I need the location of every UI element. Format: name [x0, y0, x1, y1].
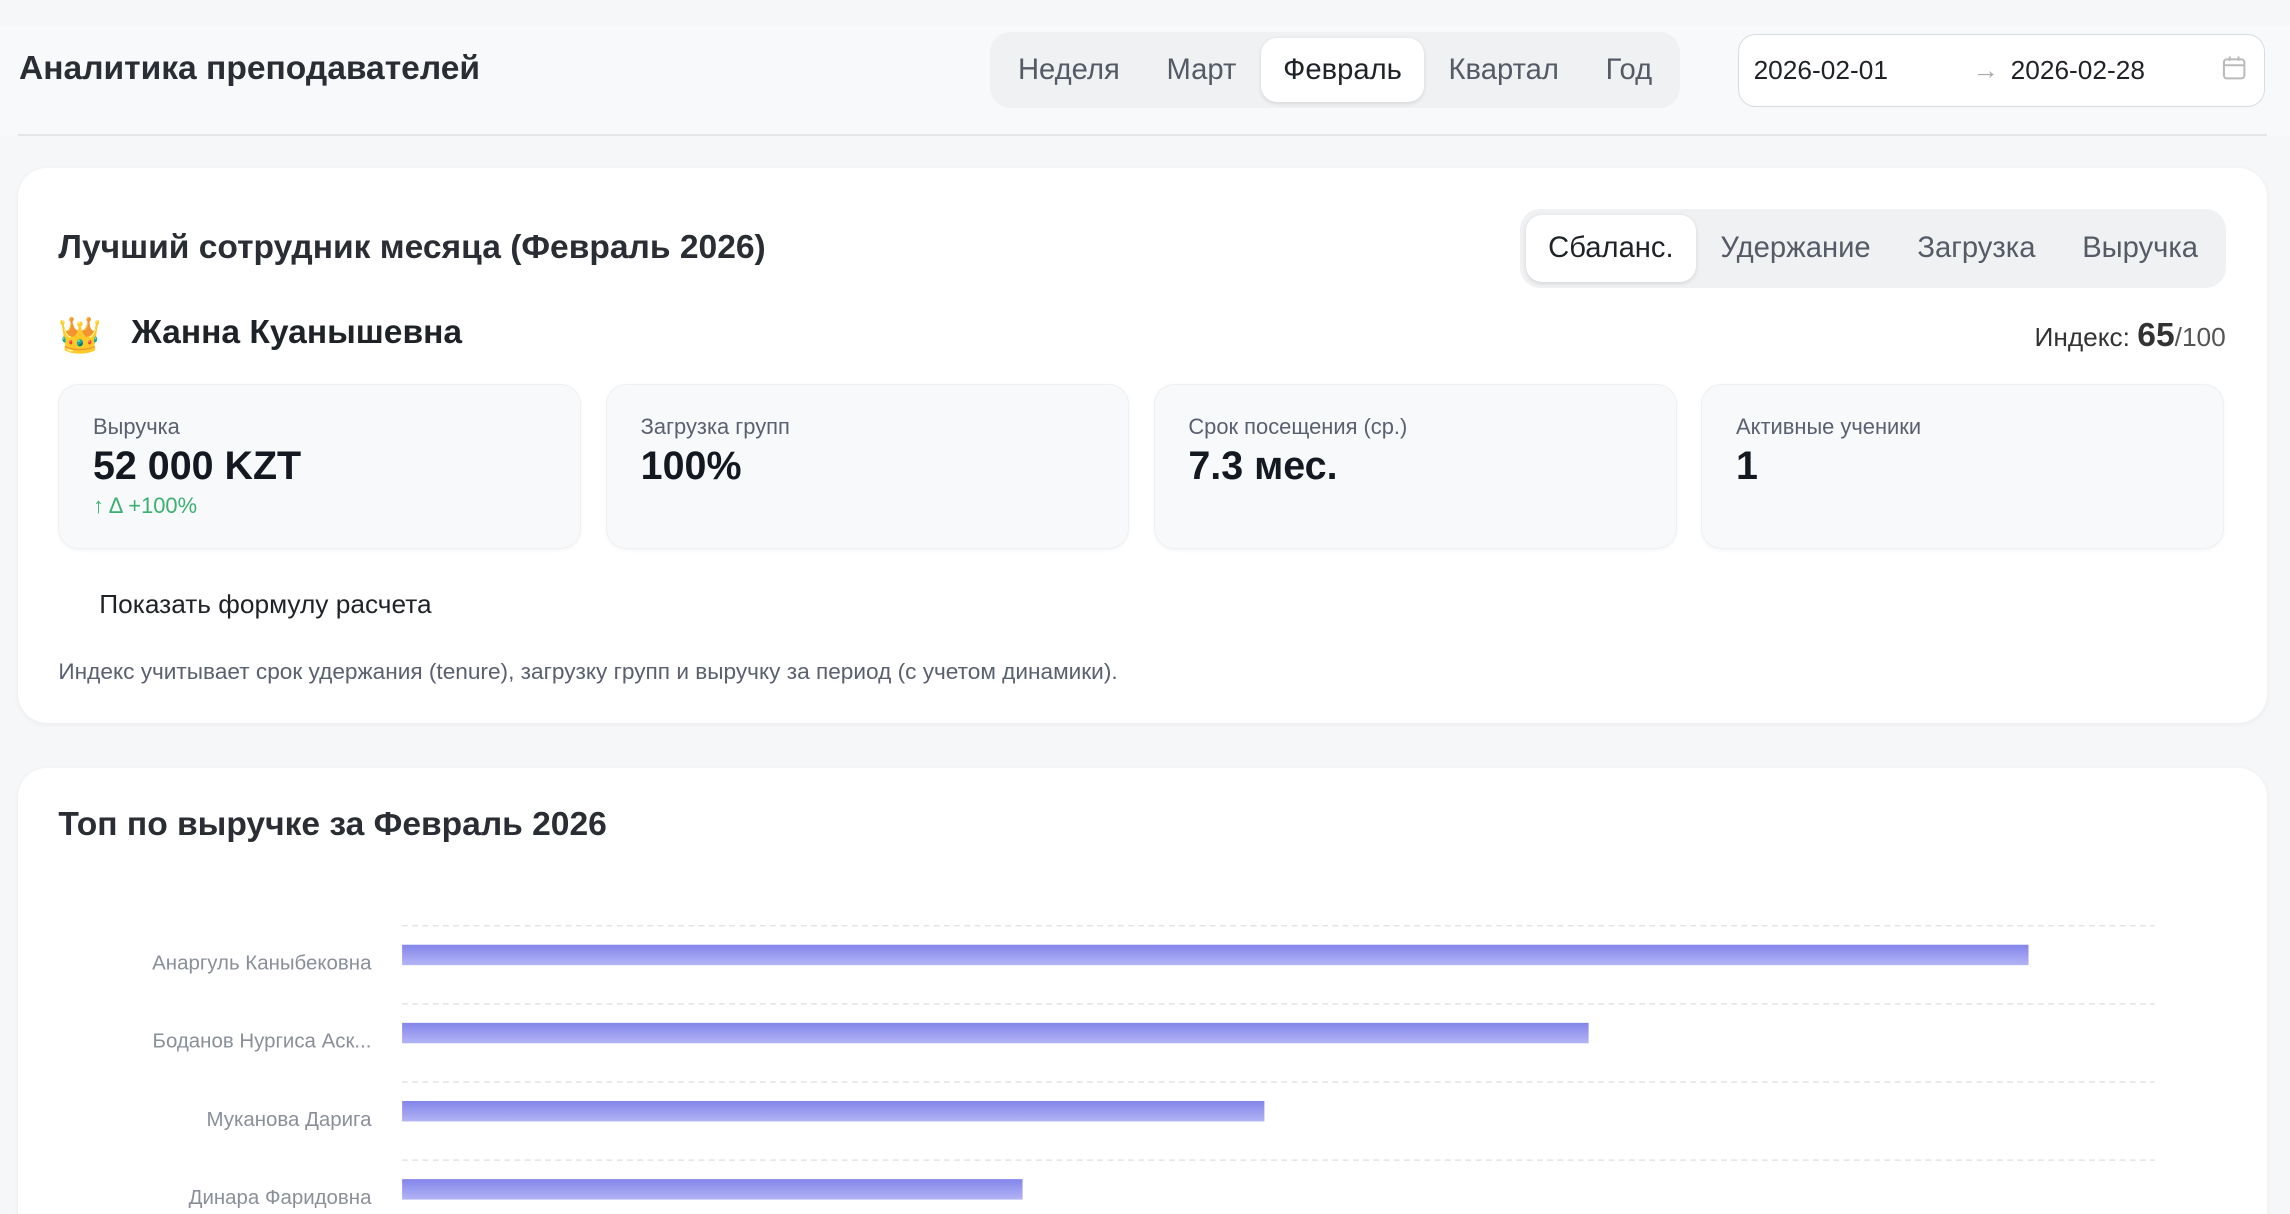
kpi-delta: ↑ Δ +100%: [92, 493, 198, 519]
kpi-value: 52 000 KZT: [92, 443, 302, 488]
crown-icon: 👑: [58, 316, 103, 355]
kpi-value: 100%: [640, 443, 742, 488]
chart-title: Топ по выручке за Февраль 2026: [58, 806, 607, 844]
best-employee-title: Лучший сотрудник месяца (Февраль 2026): [58, 229, 766, 267]
period-year[interactable]: Год: [1605, 53, 1653, 86]
index-label: Индекс:: [2034, 321, 2130, 352]
period-quarter[interactable]: Квартал: [1448, 53, 1559, 86]
kpi-label: Активные ученики: [1736, 414, 1922, 440]
mode-load[interactable]: Загрузка: [1917, 231, 2036, 264]
bar[interactable]: [401, 1179, 1023, 1200]
employee-name: Жанна Куанышевна: [131, 314, 463, 351]
top-revenue-card: Топ по выручке за Февраль 2026 Анаргуль …: [17, 768, 2267, 1214]
period-march[interactable]: Март: [1166, 53, 1237, 86]
period-february[interactable]: Февраль: [1261, 37, 1424, 103]
show-formula-toggle[interactable]: Показать формулу расчета: [99, 588, 432, 619]
date-to[interactable]: 2026-02-28: [2010, 55, 2145, 86]
best-employee-card: Лучший сотрудник месяца (Февраль 2026) С…: [17, 167, 2267, 723]
arrow-right-icon: →: [1972, 55, 1999, 86]
kpi-label: Выручка: [92, 414, 180, 440]
kpi-label: Срок посещения (ср.): [1188, 414, 1408, 440]
index-score: Индекс: 65/100: [2034, 317, 2225, 355]
index-max: /100: [2174, 321, 2226, 352]
page-title: Аналитика преподавателей: [18, 49, 481, 87]
kpi-value: 7.3 мес.: [1188, 443, 1338, 488]
period-selector: Неделя Март Февраль Квартал Год: [990, 32, 1680, 109]
period-week[interactable]: Неделя: [1017, 53, 1120, 86]
kpi-tenure: Срок посещения (ср.) 7.3 мес.: [1153, 384, 1677, 550]
bar[interactable]: [401, 1101, 1264, 1122]
mode-retention[interactable]: Удержание: [1720, 231, 1871, 264]
kpi-revenue: Выручка 52 000 KZT ↑ Δ +100%: [58, 384, 582, 550]
kpi-group-load: Загрузка групп 100%: [606, 384, 1129, 550]
kpi-value: 1: [1736, 443, 1758, 488]
mode-revenue[interactable]: Выручка: [2082, 231, 2199, 264]
date-range-picker[interactable]: 2026-02-01 → 2026-02-28: [1737, 33, 2266, 107]
bar[interactable]: [401, 1023, 1589, 1044]
kpi-label: Загрузка групп: [640, 414, 790, 440]
category-label: Анаргуль Каныбековна: [152, 952, 372, 975]
mode-selector: Сбаланс. Удержание Загрузка Выручка: [1520, 208, 2226, 288]
bar[interactable]: [401, 944, 2029, 966]
date-from[interactable]: 2026-02-01: [1753, 55, 1888, 86]
category-label: Боданов Нургиса Аск...: [152, 1030, 371, 1053]
revenue-bar-chart: Анаргуль Каныбековна Боданов Нургиса Аск.…: [152, 925, 2155, 1209]
kpi-active-students: Активные ученики 1: [1701, 384, 2225, 550]
mode-balanced[interactable]: Сбаланс.: [1526, 214, 1696, 282]
category-label: Муканова Дарига: [206, 1108, 372, 1131]
category-label: Динара Фаридовна: [188, 1186, 371, 1209]
index-value: 65: [2137, 316, 2175, 354]
calendar-icon[interactable]: [2221, 55, 2247, 88]
divider: [17, 134, 2267, 136]
index-note: Индекс учитывает срок удержания (tenure)…: [58, 658, 1118, 684]
